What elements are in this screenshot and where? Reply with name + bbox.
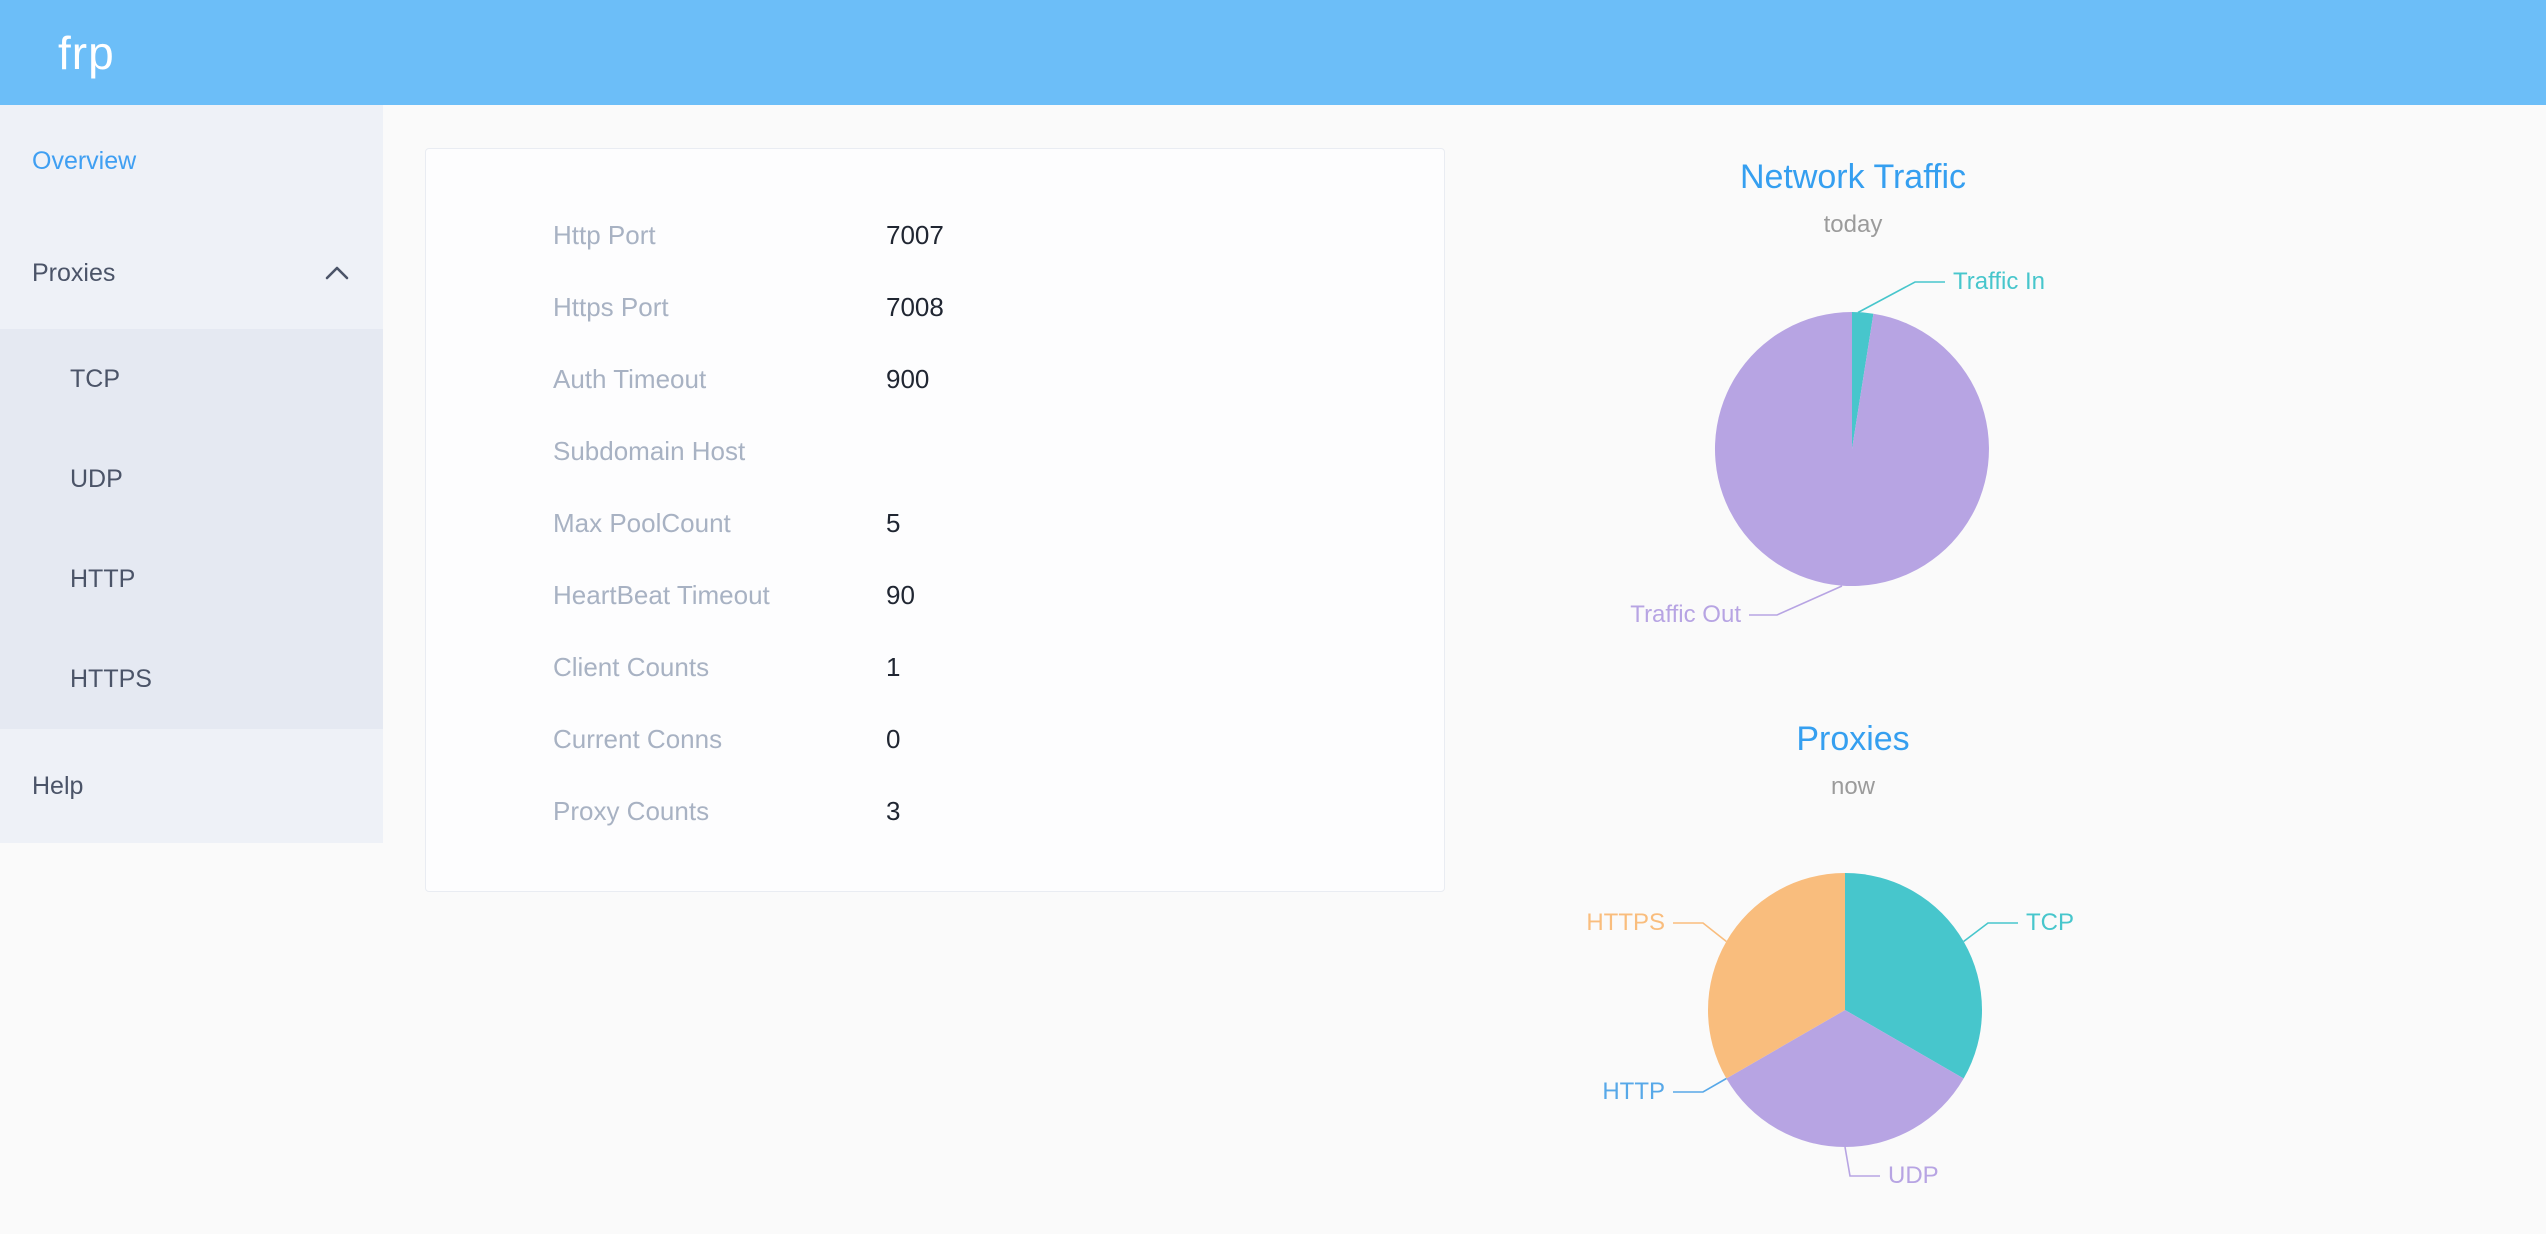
sidebar-item-http[interactable]: HTTP bbox=[70, 564, 136, 593]
pie-slice-https bbox=[1707, 873, 1845, 1079]
proxies-chart: Proxies now TCP UDP HTTP HTTPS bbox=[1542, 710, 2164, 1234]
sidebar-item-overview[interactable]: Overview bbox=[0, 105, 383, 217]
sidebar: Overview Proxies TCP UDP HTTP HTTPS Help bbox=[0, 105, 383, 843]
pie-slice-traffic-out bbox=[1714, 312, 1989, 586]
info-row-label: Current Conns bbox=[553, 723, 723, 754]
info-row-label: Subdomain Host bbox=[553, 435, 746, 466]
info-row-value: 7007 bbox=[886, 219, 944, 250]
pie-label-line-https bbox=[1673, 922, 1727, 943]
pie-label-http: HTTP bbox=[1602, 1078, 1665, 1105]
info-row-value: 0 bbox=[886, 723, 901, 754]
info-row-value: 5 bbox=[886, 507, 901, 538]
sidebar-item-https[interactable]: HTTPS bbox=[70, 664, 152, 693]
pie-label-line-tcp bbox=[1963, 922, 2018, 943]
info-row: Current Conns 0 bbox=[426, 703, 1444, 775]
pie-label-traffic-out: Traffic Out bbox=[1630, 601, 1741, 628]
pie-slice-udp bbox=[1726, 1010, 1964, 1148]
sidebar-item-proxies[interactable]: Proxies bbox=[0, 217, 383, 329]
pie-label-tcp: TCP bbox=[2026, 909, 2074, 936]
sidebar-item-udp[interactable]: UDP bbox=[70, 464, 123, 493]
sidebar-item-overview-label: Overview bbox=[32, 146, 137, 175]
info-row-label: Client Counts bbox=[553, 651, 710, 682]
pie-label-line-http bbox=[1673, 1077, 1727, 1093]
chevron-up-icon bbox=[325, 266, 349, 280]
info-row: Proxy Counts 3 bbox=[426, 775, 1444, 847]
info-row-label: Http Port bbox=[553, 219, 656, 250]
info-row-label: Https Port bbox=[553, 291, 669, 322]
sidebar-item-help-label: Help bbox=[32, 771, 84, 800]
info-row-value: 900 bbox=[886, 363, 930, 394]
app-logo: frp bbox=[58, 26, 115, 79]
network-traffic-pie bbox=[1714, 281, 1989, 616]
info-row: Https Port 7008 bbox=[426, 271, 1444, 343]
network-traffic-subtitle: today bbox=[1823, 211, 1883, 238]
info-row-label: HeartBeat Timeout bbox=[553, 579, 770, 610]
pie-slice-tcp bbox=[1845, 873, 1983, 1079]
server-info-rows: Http Port 7007 Https Port 7008 Auth Timeout 9… bbox=[426, 199, 1444, 847]
info-row: Http Port 7007 bbox=[426, 199, 1444, 271]
app-header: frp bbox=[0, 0, 2546, 105]
info-row-label: Max PoolCount bbox=[553, 507, 731, 538]
pie-label-udp: UDP bbox=[1888, 1162, 1939, 1189]
info-row-value: 1 bbox=[886, 651, 901, 682]
server-info-card: Http Port 7007 Https Port 7008 Auth Timeout 9… bbox=[425, 148, 1445, 892]
pie-label-line-traffic-out bbox=[1749, 585, 1843, 616]
sidebar-submenu-proxies: TCP UDP HTTP HTTPS bbox=[0, 329, 383, 729]
proxies-pie bbox=[1673, 873, 2018, 1177]
pie-label-line-udp bbox=[1844, 1146, 1880, 1177]
info-row-value: 7008 bbox=[886, 291, 944, 322]
pie-label-https: HTTPS bbox=[1586, 909, 1665, 936]
proxies-subtitle: now bbox=[1830, 773, 1876, 800]
pie-label-traffic-in: Traffic In bbox=[1953, 268, 2046, 295]
network-traffic-title: Network Traffic bbox=[1739, 158, 1967, 196]
info-row-value: 90 bbox=[886, 579, 915, 610]
info-row-label: Proxy Counts bbox=[553, 795, 710, 826]
proxies-title: Proxies bbox=[1796, 720, 1910, 758]
pie-label-line-traffic-in bbox=[1857, 281, 1945, 314]
sidebar-item-proxies-label: Proxies bbox=[32, 258, 116, 287]
sidebar-item-help[interactable]: Help bbox=[0, 729, 383, 843]
network-traffic-chart: Network Traffic today Traffic In Traffic… bbox=[1542, 148, 2164, 628]
info-row: HeartBeat Timeout 90 bbox=[426, 559, 1444, 631]
info-row: Max PoolCount 5 bbox=[426, 487, 1444, 559]
info-row-value: 3 bbox=[886, 795, 901, 826]
pie-slice-traffic-in bbox=[1852, 312, 1874, 449]
info-row: Subdomain Host bbox=[426, 415, 1444, 487]
info-row: Client Counts 1 bbox=[426, 631, 1444, 703]
info-row-label: Auth Timeout bbox=[553, 363, 707, 394]
info-row: Auth Timeout 900 bbox=[426, 343, 1444, 415]
sidebar-item-tcp[interactable]: TCP bbox=[70, 364, 120, 393]
